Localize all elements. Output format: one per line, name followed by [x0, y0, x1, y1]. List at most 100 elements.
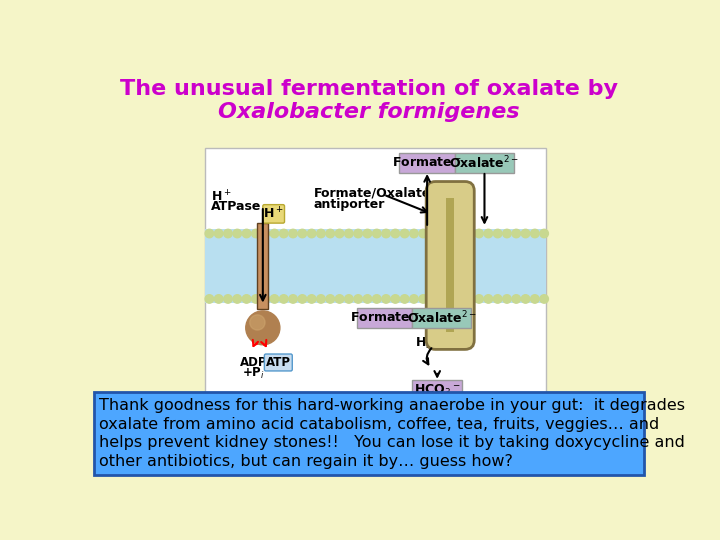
Circle shape: [250, 315, 265, 330]
Circle shape: [363, 295, 372, 303]
Circle shape: [307, 230, 316, 238]
Circle shape: [521, 230, 530, 238]
FancyBboxPatch shape: [399, 153, 455, 173]
Text: The unusual fermentation of oxalate by: The unusual fermentation of oxalate by: [120, 79, 618, 99]
Circle shape: [493, 295, 502, 303]
Circle shape: [438, 230, 446, 238]
Text: Oxalate$^{2-}$: Oxalate$^{2-}$: [407, 309, 477, 326]
FancyBboxPatch shape: [264, 354, 292, 371]
Circle shape: [317, 230, 325, 238]
Circle shape: [382, 230, 390, 238]
Text: +P$_i$: +P$_i$: [242, 366, 265, 381]
Text: HCO$_3$$^-$: HCO$_3$$^-$: [414, 383, 461, 398]
Circle shape: [503, 295, 511, 303]
Circle shape: [493, 230, 502, 238]
Circle shape: [289, 230, 297, 238]
Circle shape: [243, 295, 251, 303]
FancyBboxPatch shape: [413, 308, 472, 328]
Circle shape: [419, 230, 428, 238]
Circle shape: [391, 230, 400, 238]
Bar: [204, 230, 546, 303]
Circle shape: [326, 295, 335, 303]
Text: Thank goodness for this hard-working anaerobe in your gut:  it degrades: Thank goodness for this hard-working ana…: [99, 398, 685, 413]
FancyBboxPatch shape: [455, 153, 514, 173]
Circle shape: [474, 295, 483, 303]
Bar: [258, 223, 269, 309]
Circle shape: [372, 295, 381, 303]
Circle shape: [438, 295, 446, 303]
Circle shape: [336, 295, 344, 303]
Circle shape: [345, 295, 353, 303]
Circle shape: [215, 295, 223, 303]
Circle shape: [298, 295, 307, 303]
Circle shape: [372, 230, 381, 238]
Text: helps prevent kidney stones!!   You can lose it by taking doxycycline and: helps prevent kidney stones!! You can lo…: [99, 435, 685, 450]
Circle shape: [251, 295, 260, 303]
Circle shape: [233, 295, 241, 303]
Circle shape: [307, 295, 316, 303]
Circle shape: [270, 295, 279, 303]
Circle shape: [345, 230, 353, 238]
Circle shape: [410, 230, 418, 238]
Circle shape: [382, 295, 390, 303]
Circle shape: [531, 295, 539, 303]
Circle shape: [521, 295, 530, 303]
Text: ATP: ATP: [266, 356, 291, 369]
FancyBboxPatch shape: [413, 380, 462, 400]
Circle shape: [205, 230, 214, 238]
Circle shape: [474, 230, 483, 238]
Circle shape: [261, 295, 269, 303]
Circle shape: [224, 230, 233, 238]
FancyBboxPatch shape: [94, 392, 644, 475]
Circle shape: [428, 295, 437, 303]
Circle shape: [215, 230, 223, 238]
Text: antiporter: antiporter: [314, 199, 385, 212]
Circle shape: [419, 295, 428, 303]
Circle shape: [456, 230, 464, 238]
Circle shape: [531, 230, 539, 238]
Circle shape: [354, 230, 362, 238]
Circle shape: [400, 295, 409, 303]
Text: Formate$^-$: Formate$^-$: [392, 156, 462, 169]
Circle shape: [289, 295, 297, 303]
Circle shape: [251, 230, 260, 238]
Text: Formate/Oxalate: Formate/Oxalate: [314, 187, 431, 200]
Circle shape: [503, 230, 511, 238]
FancyBboxPatch shape: [356, 308, 413, 328]
Circle shape: [400, 230, 409, 238]
Circle shape: [354, 295, 362, 303]
Circle shape: [466, 230, 474, 238]
Circle shape: [428, 230, 437, 238]
Text: ATPase: ATPase: [211, 200, 261, 213]
Text: other antibiotics, but can regain it by… guess how?: other antibiotics, but can regain it by……: [99, 454, 513, 469]
Circle shape: [246, 311, 280, 345]
Circle shape: [205, 295, 214, 303]
FancyBboxPatch shape: [204, 148, 546, 394]
Text: ADP: ADP: [240, 355, 267, 369]
Circle shape: [270, 230, 279, 238]
Text: Oxalobacter formigenes: Oxalobacter formigenes: [218, 102, 520, 122]
Circle shape: [410, 295, 418, 303]
Circle shape: [233, 230, 241, 238]
Circle shape: [326, 230, 335, 238]
Circle shape: [391, 295, 400, 303]
Circle shape: [317, 295, 325, 303]
Circle shape: [512, 230, 521, 238]
Circle shape: [466, 295, 474, 303]
Circle shape: [261, 230, 269, 238]
Circle shape: [279, 295, 288, 303]
Text: Formate$^-$: Formate$^-$: [350, 312, 419, 325]
Bar: [446, 199, 454, 333]
Circle shape: [298, 230, 307, 238]
Circle shape: [447, 295, 456, 303]
Circle shape: [447, 230, 456, 238]
Circle shape: [512, 295, 521, 303]
Circle shape: [456, 295, 464, 303]
Circle shape: [540, 230, 549, 238]
Circle shape: [243, 230, 251, 238]
Text: Oxalate$^{2-}$: Oxalate$^{2-}$: [449, 154, 520, 171]
Text: H$^+$: H$^+$: [264, 206, 284, 221]
Circle shape: [484, 295, 492, 303]
FancyBboxPatch shape: [426, 181, 474, 349]
Text: H$^+$: H$^+$: [211, 189, 232, 205]
